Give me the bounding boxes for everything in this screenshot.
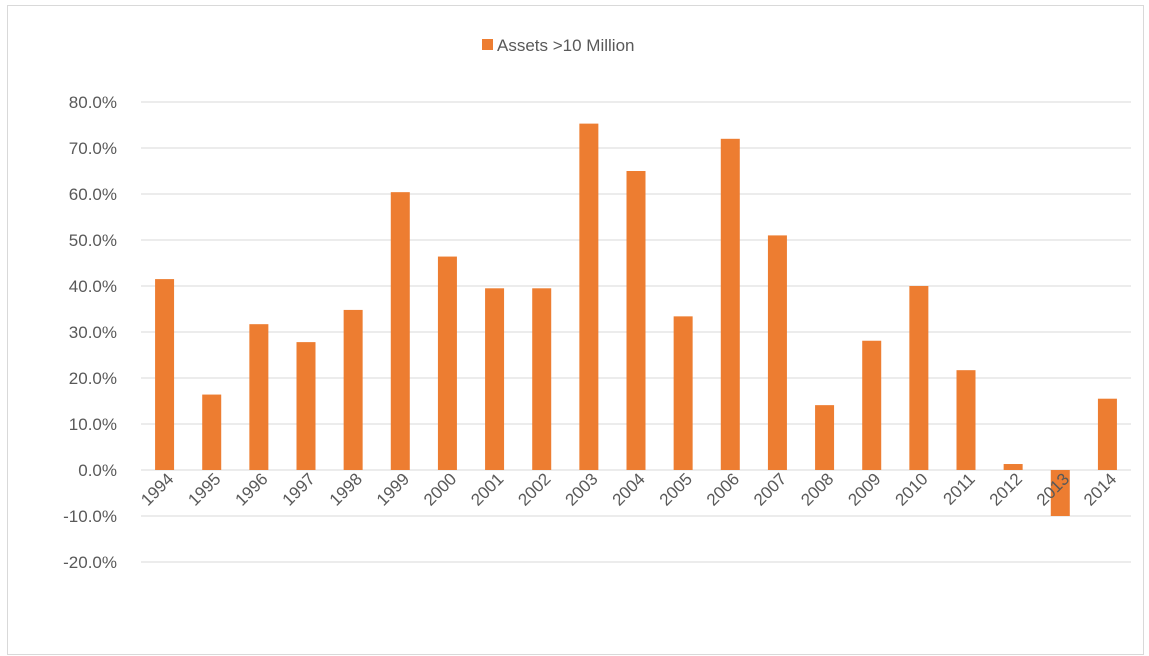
x-tick-label-1996: 1996 bbox=[232, 469, 272, 509]
bars bbox=[155, 123, 1117, 516]
legend-label: Assets >10 Million bbox=[497, 36, 634, 55]
bar-1994[interactable] bbox=[155, 279, 175, 470]
x-tick-label-2005: 2005 bbox=[656, 469, 696, 509]
bar-2004[interactable] bbox=[626, 171, 646, 470]
bar-1997[interactable] bbox=[296, 342, 316, 470]
bar-2002[interactable] bbox=[532, 288, 552, 470]
x-tick-label-2003: 2003 bbox=[562, 469, 602, 509]
x-tick-label-2009: 2009 bbox=[844, 469, 884, 509]
y-tick-label: 40.0% bbox=[69, 277, 117, 296]
y-tick-label: 70.0% bbox=[69, 139, 117, 158]
y-tick-label: 20.0% bbox=[69, 369, 117, 388]
x-tick-label-2012: 2012 bbox=[986, 469, 1026, 509]
x-tick-label-2001: 2001 bbox=[467, 469, 507, 509]
x-tick-label-2008: 2008 bbox=[797, 469, 837, 509]
x-tick-label-1999: 1999 bbox=[373, 469, 413, 509]
bar-1999[interactable] bbox=[390, 192, 410, 470]
legend-swatch bbox=[482, 39, 493, 50]
y-tick-label: 30.0% bbox=[69, 323, 117, 342]
bar-2006[interactable] bbox=[720, 138, 740, 471]
y-axis: 80.0% 70.0% 60.0% 50.0% 40.0% 30.0% 20.0% 10.0%… bbox=[63, 93, 117, 572]
x-tick-label-2010: 2010 bbox=[892, 469, 932, 509]
x-tick-label-1994: 1994 bbox=[137, 469, 177, 509]
x-tick-label-1998: 1998 bbox=[326, 469, 366, 509]
legend[interactable]: Assets >10 Million bbox=[482, 36, 634, 55]
bar-2011[interactable] bbox=[956, 370, 976, 470]
y-tick-label: 10.0% bbox=[69, 415, 117, 434]
x-tick-label-2014: 2014 bbox=[1080, 469, 1120, 509]
bar-2003[interactable] bbox=[579, 123, 599, 471]
y-tick-label: 50.0% bbox=[69, 231, 117, 250]
y-tick-label: 0.0% bbox=[78, 461, 117, 480]
bar-2013[interactable] bbox=[1050, 470, 1070, 516]
x-axis: 1994 1995 1996 1997 1998 1999 2000 2001 2002 2003… bbox=[137, 469, 1120, 509]
bar-2000[interactable] bbox=[437, 256, 457, 470]
x-tick-label-1997: 1997 bbox=[279, 469, 319, 509]
y-tick-label: -20.0% bbox=[63, 553, 117, 572]
bar-2008[interactable] bbox=[815, 405, 835, 470]
bar-2012[interactable] bbox=[1003, 464, 1023, 470]
bar-1995[interactable] bbox=[202, 394, 222, 470]
bar-1996[interactable] bbox=[249, 324, 269, 470]
y-tick-label: 80.0% bbox=[69, 93, 117, 112]
bar-2014[interactable] bbox=[1097, 398, 1117, 470]
bar-1998[interactable] bbox=[343, 309, 363, 470]
x-tick-label-1995: 1995 bbox=[184, 469, 224, 509]
x-tick-label-2004: 2004 bbox=[609, 469, 649, 509]
chart-frame: 80.0% 70.0% 60.0% 50.0% 40.0% 30.0% 20.0% 10.0%… bbox=[7, 5, 1144, 655]
bar-2007[interactable] bbox=[767, 235, 787, 470]
x-tick-label-2006: 2006 bbox=[703, 469, 743, 509]
bar-2010[interactable] bbox=[909, 286, 929, 470]
bar-2009[interactable] bbox=[862, 340, 882, 470]
x-tick-label-2011: 2011 bbox=[940, 469, 979, 508]
x-tick-label-2002: 2002 bbox=[514, 469, 554, 509]
bar-2005[interactable] bbox=[673, 316, 693, 470]
bar-2001[interactable] bbox=[485, 288, 505, 470]
y-tick-label: -10.0% bbox=[63, 507, 117, 526]
x-tick-label-2000: 2000 bbox=[420, 469, 460, 509]
x-tick-label-2007: 2007 bbox=[750, 469, 790, 509]
bar-chart: 80.0% 70.0% 60.0% 50.0% 40.0% 30.0% 20.0% 10.0%… bbox=[63, 36, 1131, 572]
y-tick-label: 60.0% bbox=[69, 185, 117, 204]
